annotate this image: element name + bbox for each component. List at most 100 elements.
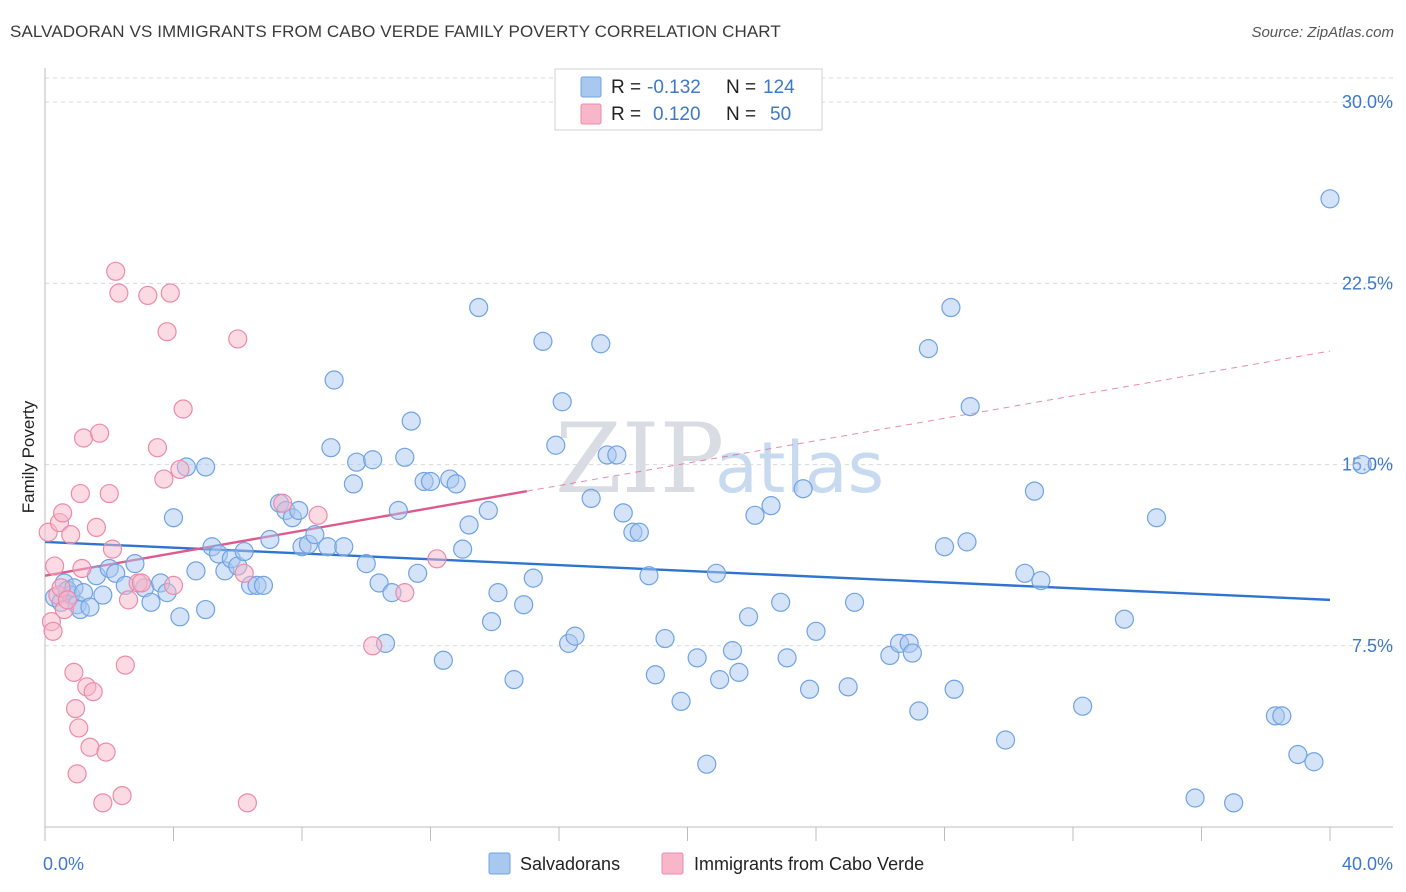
point-cabo-verde-38 bbox=[160, 283, 180, 303]
point-salvadorans-98 bbox=[793, 479, 813, 499]
point-salvadorans-70 bbox=[523, 568, 543, 588]
point-salvadorans-56 bbox=[408, 563, 428, 583]
point-cabo-verde-20 bbox=[83, 682, 103, 702]
point-cabo-verde-43 bbox=[237, 793, 257, 813]
trend-extension-cabo-verde bbox=[526, 350, 1331, 492]
legend-r-label-1: R = bbox=[611, 77, 641, 98]
point-salvadorans-64 bbox=[469, 297, 489, 318]
point-salvadorans-96 bbox=[771, 592, 791, 612]
point-salvadorans-82 bbox=[629, 522, 649, 542]
point-salvadorans-44 bbox=[324, 370, 344, 390]
legend-r-label-2: R = bbox=[611, 104, 641, 125]
point-salvadorans-102 bbox=[844, 592, 865, 612]
point-cabo-verde-47 bbox=[395, 583, 415, 603]
point-cabo-verde-31 bbox=[118, 590, 139, 610]
point-salvadorans-114 bbox=[995, 730, 1016, 750]
point-salvadorans-100 bbox=[806, 621, 826, 641]
point-salvadorans-58 bbox=[420, 471, 441, 492]
bottom-legend-label-salvadorans: Salvadorans bbox=[520, 854, 620, 874]
y-tick-label-0: 7.5% bbox=[1352, 636, 1393, 656]
point-cabo-verde-37 bbox=[157, 322, 177, 342]
chart-title: SALVADORAN VS IMMIGRANTS FROM CABO VERDE… bbox=[10, 22, 781, 41]
point-cabo-verde-11 bbox=[64, 662, 84, 682]
point-salvadorans-113 bbox=[960, 396, 980, 417]
point-salvadorans-119 bbox=[1114, 609, 1135, 629]
point-salvadorans-125 bbox=[1288, 744, 1308, 765]
point-salvadorans-124 bbox=[1272, 706, 1292, 726]
bottom-legend: Salvadorans Immigrants from Cabo Verde bbox=[488, 852, 924, 875]
point-salvadorans-17 bbox=[141, 592, 161, 612]
point-salvadorans-112 bbox=[957, 532, 977, 552]
point-cabo-verde-45 bbox=[308, 505, 328, 525]
point-salvadorans-129 bbox=[196, 457, 216, 477]
point-cabo-verde-2 bbox=[43, 621, 63, 641]
point-cabo-verde-13 bbox=[67, 764, 87, 784]
point-cabo-verde-29 bbox=[112, 785, 132, 806]
point-salvadorans-59 bbox=[433, 650, 453, 670]
legend-swatch-cabo-verde bbox=[580, 103, 602, 125]
point-salvadorans-49 bbox=[363, 450, 383, 470]
point-salvadorans-72 bbox=[546, 435, 566, 455]
point-cabo-verde-15 bbox=[70, 483, 90, 504]
point-cabo-verde-27 bbox=[106, 261, 126, 281]
point-salvadorans-73 bbox=[552, 392, 572, 412]
point-cabo-verde-10 bbox=[61, 525, 81, 545]
point-cabo-verde-48 bbox=[427, 549, 447, 569]
point-salvadorans-101 bbox=[838, 677, 858, 697]
point-salvadorans-67 bbox=[488, 583, 508, 603]
point-salvadorans-54 bbox=[395, 447, 415, 467]
legend: R = -0.132 N = 124 R = 0.120 N = 50 bbox=[554, 68, 823, 131]
trend-lines bbox=[44, 350, 1331, 602]
point-salvadorans-66 bbox=[481, 612, 502, 632]
point-salvadorans-63 bbox=[459, 515, 479, 535]
point-salvadorans-53 bbox=[388, 500, 408, 521]
point-cabo-verde-25 bbox=[99, 483, 119, 504]
y-axis-label: Family Poverty bbox=[19, 400, 38, 513]
point-salvadorans-23 bbox=[186, 561, 206, 581]
point-salvadorans-106 bbox=[902, 643, 922, 663]
point-salvadorans-45 bbox=[334, 537, 354, 557]
point-salvadorans-65 bbox=[478, 500, 498, 521]
point-cabo-verde-19 bbox=[80, 737, 100, 757]
point-salvadorans-128 bbox=[1352, 454, 1372, 475]
y-tick-label-3: 30.0% bbox=[1342, 92, 1393, 112]
point-salvadorans-11 bbox=[93, 585, 113, 605]
point-salvadorans-20 bbox=[163, 508, 184, 528]
legend-r-value-1: -0.132 bbox=[647, 77, 701, 98]
point-salvadorans-92 bbox=[729, 662, 749, 682]
point-cabo-verde-46 bbox=[363, 636, 383, 656]
point-salvadorans-120 bbox=[1146, 508, 1167, 528]
bottom-legend-swatch-salvadorans bbox=[488, 852, 511, 875]
point-salvadorans-85 bbox=[655, 628, 675, 649]
point-salvadorans-34 bbox=[260, 529, 280, 550]
point-cabo-verde-12 bbox=[65, 699, 86, 719]
point-salvadorans-9 bbox=[80, 597, 100, 617]
point-salvadorans-62 bbox=[453, 539, 473, 559]
point-salvadorans-33 bbox=[253, 575, 274, 595]
point-salvadorans-126 bbox=[1304, 752, 1324, 772]
point-cabo-verde-14 bbox=[69, 718, 89, 738]
point-salvadorans-99 bbox=[799, 679, 820, 699]
point-salvadorans-127 bbox=[1320, 189, 1340, 209]
x-tick-label-0: 0.0% bbox=[43, 854, 84, 874]
point-cabo-verde-34 bbox=[138, 285, 158, 306]
legend-n-label-1: N = bbox=[726, 77, 756, 98]
point-salvadorans-76 bbox=[581, 488, 601, 509]
point-salvadorans-61 bbox=[446, 474, 466, 494]
point-cabo-verde-7 bbox=[53, 503, 73, 523]
point-cabo-verde-49 bbox=[163, 575, 184, 595]
point-cabo-verde-23 bbox=[93, 793, 113, 813]
point-salvadorans-109 bbox=[934, 537, 955, 557]
point-salvadorans-84 bbox=[645, 665, 665, 685]
trend-line-cabo-verde bbox=[44, 489, 528, 577]
point-salvadorans-24 bbox=[196, 599, 216, 620]
point-cabo-verde-22 bbox=[90, 423, 110, 443]
legend-n-value-1: 124 bbox=[763, 77, 795, 98]
point-salvadorans-93 bbox=[738, 607, 759, 627]
point-cabo-verde-42 bbox=[234, 563, 254, 583]
point-salvadorans-87 bbox=[687, 648, 707, 668]
legend-n-value-2: 50 bbox=[770, 104, 791, 125]
point-salvadorans-38 bbox=[289, 500, 309, 521]
point-salvadorans-121 bbox=[1185, 788, 1205, 808]
